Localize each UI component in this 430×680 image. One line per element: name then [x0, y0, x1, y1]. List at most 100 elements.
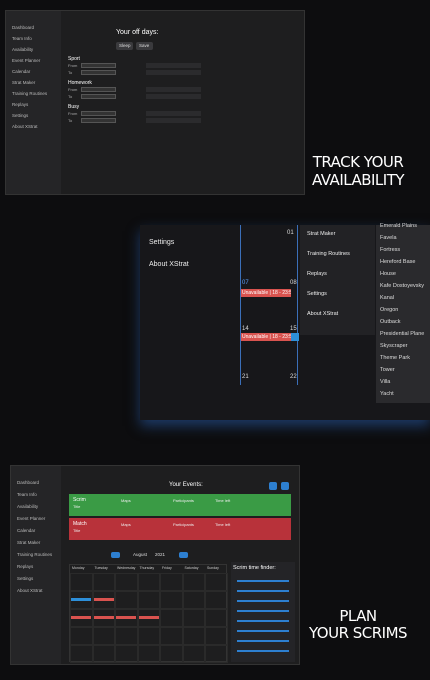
sidebar-item: About XStrat: [12, 124, 38, 129]
calendar-column: [240, 225, 298, 385]
sidebar-item: Replays: [17, 564, 34, 569]
day-cell: [182, 645, 205, 663]
day-cell: [137, 627, 160, 645]
row-label: From: [68, 87, 78, 92]
sidebar: [11, 466, 61, 664]
weekday: Saturday: [184, 566, 199, 570]
section-title: Homework: [68, 80, 92, 86]
event-field: Title: [73, 528, 81, 533]
menu-item: About XStrat: [307, 311, 339, 317]
sidebar-item: Event Planner: [17, 516, 46, 521]
detail-input: [146, 94, 201, 99]
heading: Your Events:: [169, 482, 203, 488]
weekday: Thursday: [139, 566, 155, 570]
map-item: Yacht: [380, 391, 394, 397]
detail-input: [146, 87, 201, 92]
event-field: Title: [73, 504, 81, 509]
day-cell: [115, 591, 138, 609]
day-cell: [205, 645, 228, 663]
day-cell: [137, 645, 160, 663]
menu-item: Replays: [307, 271, 327, 277]
nav-button: [111, 552, 120, 558]
row-label: From: [68, 63, 78, 68]
day-number: 07: [242, 280, 249, 286]
day-number: 01: [287, 230, 294, 236]
day-cell: [182, 573, 205, 591]
map-item: House: [380, 271, 396, 277]
day-cell: [160, 573, 183, 591]
sidebar-item: Replays: [12, 102, 29, 107]
weekday: Tuesday: [94, 566, 108, 570]
day-cell: [137, 609, 160, 627]
event-type: Match: [73, 521, 87, 527]
weekday: Monday: [72, 566, 85, 570]
day-cell: [115, 627, 138, 645]
button-label: Sleep: [119, 43, 131, 48]
caption: AVAILABILITY: [311, 171, 405, 189]
zoom-panel: Settings About XStrat 01 07 08 14 15 21 22 Unavai…: [140, 223, 430, 420]
map-item: Tower: [380, 367, 395, 373]
finder-slider: [237, 610, 289, 612]
day-cell: [182, 609, 205, 627]
sidebar-item: Training Routines: [12, 91, 48, 96]
day-cell: [205, 591, 228, 609]
day-cell: [70, 627, 93, 645]
map-item: Kanal: [380, 295, 395, 301]
map-item: Presidential Plane: [380, 331, 425, 337]
sidebar-item: Availability: [17, 504, 39, 509]
day-cell: [115, 573, 138, 591]
weekday: Wednesday: [117, 566, 136, 570]
day-cell: [70, 591, 93, 609]
unavailable-label: Unavailable | 18 - 23:59: [242, 334, 291, 340]
sidebar-item: Dashboard: [12, 25, 35, 30]
day-cell: [70, 609, 93, 627]
row-label: To: [68, 94, 73, 99]
month: August: [133, 552, 148, 557]
map-item: Kafe Dostoyevsky: [380, 283, 425, 289]
day-number: 08: [290, 280, 297, 286]
time-input: [81, 111, 116, 116]
event-field: Participants: [173, 522, 194, 527]
map-item: Favela: [380, 235, 397, 241]
finder-slider: [237, 590, 289, 592]
availability-bar: [138, 616, 159, 619]
available-bar: [291, 333, 299, 341]
time-input: [81, 94, 116, 99]
finder-panel: Scrim time finder:: [231, 562, 295, 662]
day-cell: [92, 609, 115, 627]
menu-item: Settings: [307, 291, 327, 297]
event-field: Maps: [121, 522, 131, 527]
sidebar-item: Settings: [17, 576, 34, 581]
calendar-grid: Monday Tuesday Wednesday Thursday Friday Satu…: [69, 564, 228, 663]
event-field: Participants: [173, 498, 194, 503]
day-cell: [182, 591, 205, 609]
finder-slider: [237, 640, 289, 642]
button-label: Save: [139, 43, 150, 48]
day-cell: [70, 573, 93, 591]
event-field: Maps: [121, 498, 131, 503]
weekday: Sunday: [207, 566, 219, 570]
sidebar-item: Training Routines: [17, 552, 53, 557]
day-cell: [92, 627, 115, 645]
day-cell: [92, 645, 115, 663]
event-field: Time left: [215, 498, 231, 503]
event-field: Time left: [215, 522, 231, 527]
detail-input: [146, 63, 201, 68]
availability-bar: [116, 616, 136, 619]
day-cell: [115, 645, 138, 663]
button: Sleep: [116, 42, 133, 50]
finder-title: Scrim time finder:: [233, 565, 276, 571]
sidebar-item: Strat Maker: [12, 80, 36, 85]
availability-window: Dashboard Team Info Availability Event Plan…: [5, 10, 305, 195]
row-label: To: [68, 118, 73, 123]
caption: PLAN: [339, 607, 377, 625]
menu-item: Settings: [149, 239, 175, 246]
day-cell: [92, 591, 115, 609]
menu-item: Strat Maker: [307, 231, 336, 237]
availability-bar: [71, 598, 91, 601]
availability-bar: [93, 616, 114, 619]
map-item: Emerald Plains: [380, 223, 417, 229]
menu-panel: [300, 225, 375, 335]
time-input: [81, 63, 116, 68]
sidebar-item: Calendar: [12, 69, 31, 74]
